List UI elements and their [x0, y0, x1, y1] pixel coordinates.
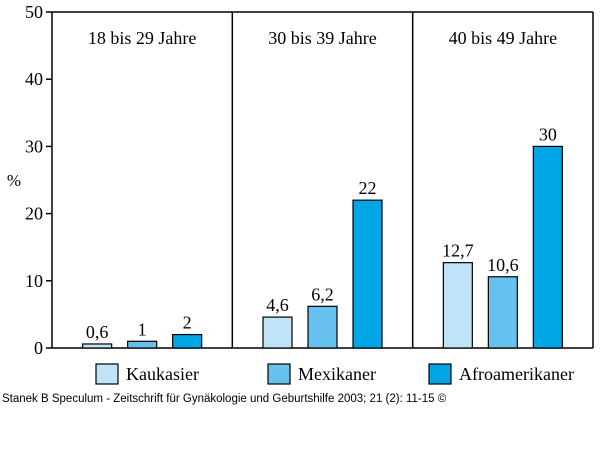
bar-value-label: 30	[539, 124, 557, 144]
y-axis-label: %	[7, 171, 21, 190]
bar	[262, 316, 293, 349]
bar	[487, 276, 518, 349]
y-tick-label: 40	[25, 69, 43, 89]
group-labels: 18 bis 29 Jahre 30 bis 39 Jahre 40 bis 49 …	[88, 28, 557, 48]
bar-value-label: 12,7	[442, 241, 474, 261]
bar-value-label: 1	[138, 319, 147, 339]
y-tick-label: 10	[25, 271, 43, 291]
y-tick-label: 0	[34, 338, 43, 358]
bar	[532, 145, 563, 349]
group-label: 30 bis 39 Jahre	[268, 28, 376, 48]
bar-value-label: 10,6	[487, 255, 519, 275]
bar-chart: 0 10 20 30 40 50% 18 bis 29 Jahre 30 bis 39 Ja…	[7, 2, 594, 385]
bar	[127, 340, 158, 349]
legend-label: Afroamerikaner	[459, 364, 574, 384]
bar	[442, 262, 473, 349]
value-labels: 0,6 1 2 4,6 6,2 22 12,7 10,6 30	[86, 124, 557, 342]
bar	[307, 305, 338, 349]
source-caption: Stanek B Speculum - Zeitschrift für Gynä…	[2, 393, 447, 405]
y-axis: 0 10 20 30 40 50%	[7, 2, 53, 358]
legend-swatch	[267, 363, 291, 385]
bar-value-label: 0,6	[86, 322, 109, 342]
y-tick-label: 50	[25, 2, 43, 22]
bar-value-label: 22	[359, 178, 377, 198]
legend-label: Kaukasier	[126, 364, 199, 384]
bar-value-label: 4,6	[266, 295, 289, 315]
y-tick-label: 20	[25, 204, 43, 224]
bars	[82, 145, 563, 349]
group-label: 40 bis 49 Jahre	[449, 28, 557, 48]
bar	[172, 333, 203, 349]
bar-value-label: 6,2	[311, 284, 334, 304]
legend: Kaukasier Mexikaner Afroamerikaner	[95, 363, 574, 385]
bar-value-label: 2	[183, 313, 192, 333]
legend-label: Mexikaner	[298, 364, 376, 384]
legend-swatch	[428, 363, 452, 385]
legend-swatch	[95, 363, 119, 385]
bar	[352, 199, 383, 349]
bar	[82, 343, 113, 349]
group-label: 18 bis 29 Jahre	[88, 28, 196, 48]
y-tick-label: 30	[25, 136, 43, 156]
